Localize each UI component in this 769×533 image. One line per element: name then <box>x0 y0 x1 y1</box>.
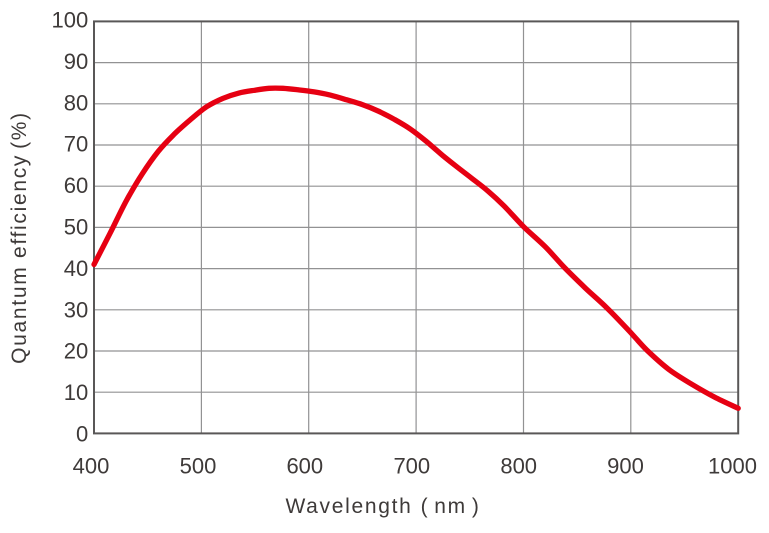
svg-text:100: 100 <box>51 8 88 33</box>
svg-text:40: 40 <box>64 256 88 281</box>
svg-text:20: 20 <box>64 339 88 364</box>
svg-text:80: 80 <box>64 90 88 115</box>
svg-text:0: 0 <box>76 421 88 446</box>
svg-text:Wavelength(nm): Wavelength(nm) <box>285 495 480 518</box>
svg-text:700: 700 <box>393 453 430 478</box>
svg-text:400: 400 <box>73 453 110 478</box>
svg-text:600: 600 <box>286 453 323 478</box>
svg-text:1000: 1000 <box>708 453 757 478</box>
svg-text:10: 10 <box>64 380 88 405</box>
svg-text:30: 30 <box>64 297 88 322</box>
svg-text:90: 90 <box>64 49 88 74</box>
svg-text:800: 800 <box>500 453 537 478</box>
svg-text:500: 500 <box>180 453 217 478</box>
svg-text:900: 900 <box>607 453 644 478</box>
svg-text:Quantum efficiency(%): Quantum efficiency(%) <box>8 111 31 364</box>
svg-text:50: 50 <box>64 215 88 240</box>
svg-text:60: 60 <box>64 173 88 198</box>
svg-text:70: 70 <box>64 132 88 157</box>
